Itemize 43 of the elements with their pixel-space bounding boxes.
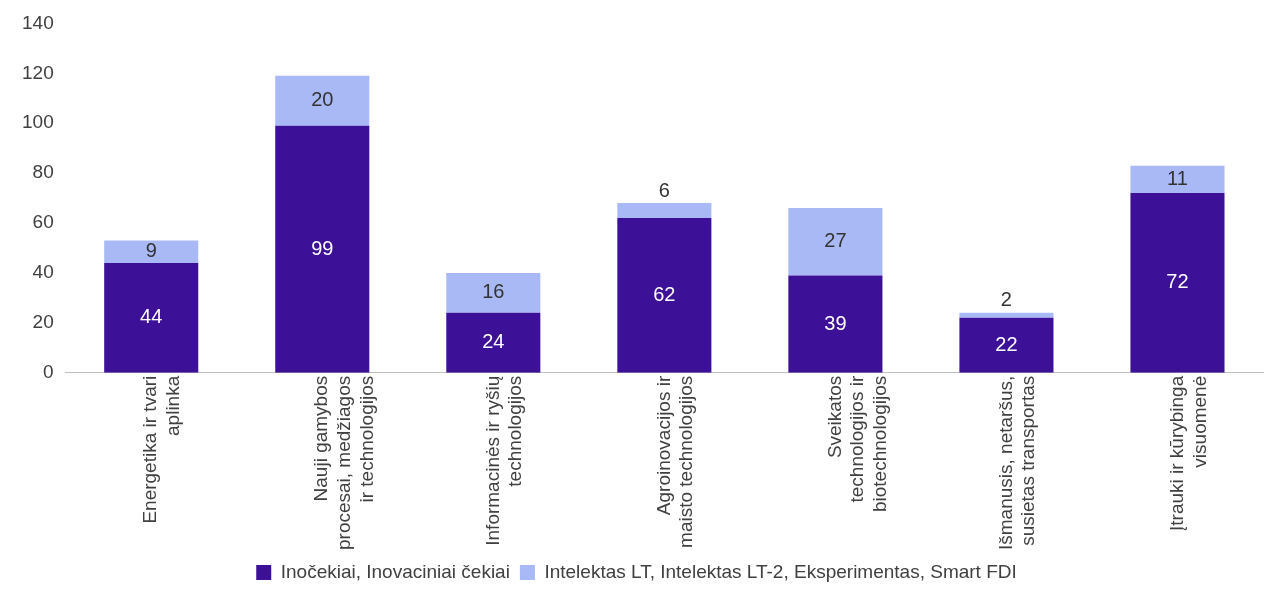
bar xyxy=(104,240,199,263)
data-label: 72 xyxy=(1166,270,1189,293)
y-tick-label: 20 xyxy=(32,311,54,333)
bar xyxy=(275,125,370,373)
bar xyxy=(959,312,1054,318)
data-label: 9 xyxy=(145,239,157,262)
x-tick-label: Įtrauki ir kūrybinga visuomenė xyxy=(1165,375,1210,531)
data-label: 24 xyxy=(482,330,505,353)
data-label: 16 xyxy=(482,280,505,303)
data-label: 11 xyxy=(1167,166,1188,189)
data-label: 20 xyxy=(311,88,334,111)
bar xyxy=(446,312,541,373)
legend-label: Inočekiai, Inovaciniai čekiai xyxy=(280,560,510,582)
legend-label: Intelektas LT, Intelektas LT-2, Eksperimentas, Smart FDI xyxy=(544,560,1017,582)
x-tick-label: Informacinės ir ryšių technologijos xyxy=(481,375,526,546)
data-label: 27 xyxy=(824,229,847,252)
y-tick-label: 120 xyxy=(22,61,54,83)
x-tick-label: Sveikatos technologijos ir biotechnologijos xyxy=(823,375,891,513)
bar xyxy=(104,262,199,373)
bar xyxy=(617,203,712,219)
bar xyxy=(617,218,712,373)
bar xyxy=(275,75,370,126)
data-label: 44 xyxy=(140,305,163,328)
data-label: 6 xyxy=(658,178,670,201)
data-label: 39 xyxy=(824,311,847,334)
y-tick-label: 100 xyxy=(22,111,54,133)
bar xyxy=(1130,165,1225,194)
bar xyxy=(788,275,883,373)
y-tick-label: 140 xyxy=(22,11,54,33)
data-label: 62 xyxy=(653,282,676,305)
bar xyxy=(959,317,1054,373)
bar xyxy=(446,272,541,313)
y-tick-label: 60 xyxy=(32,211,54,233)
x-tick-label: Energetika ir tvari aplinka xyxy=(139,375,184,524)
bar xyxy=(1130,193,1225,373)
y-tick-label: 0 xyxy=(43,360,54,382)
data-label: 22 xyxy=(995,332,1018,355)
y-tick-label: 80 xyxy=(32,161,54,183)
y-tick-label: 40 xyxy=(32,261,54,283)
data-label: 2 xyxy=(1000,288,1012,311)
bar xyxy=(788,208,883,276)
x-tick-label: Nauji gamybos procesai, medžiagos ir technologijos xyxy=(310,375,378,551)
data-label: 99 xyxy=(311,236,334,259)
